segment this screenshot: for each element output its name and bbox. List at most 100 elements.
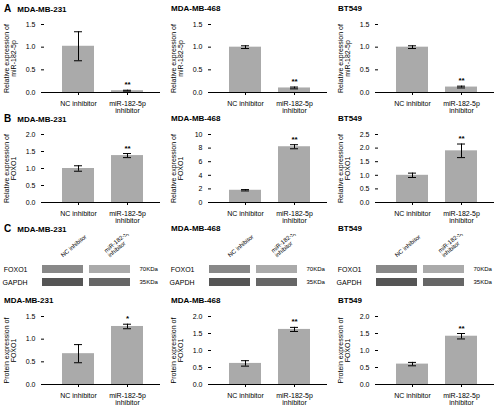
- svg-text:0: 0: [199, 199, 203, 206]
- svg-text:Relative expression ofFOXO1: Relative expression ofFOXO1: [170, 134, 184, 203]
- svg-text:NC inhibitor: NC inhibitor: [227, 100, 264, 107]
- svg-text:miR-182-5pinhibitor: miR-182-5pinhibitor: [270, 234, 302, 258]
- svg-text:1.5: 1.5: [193, 21, 203, 28]
- svg-text:FOXO1: FOXO1: [338, 266, 362, 273]
- svg-text:2.0: 2.0: [360, 313, 370, 320]
- svg-text:**: **: [291, 317, 298, 326]
- svg-text:1.0: 1.0: [26, 165, 36, 172]
- svg-text:1.5: 1.5: [360, 21, 370, 28]
- svg-text:0.0: 0.0: [360, 199, 370, 206]
- svg-text:NC inhibitor: NC inhibitor: [394, 234, 422, 258]
- svg-text:NC inhibitor: NC inhibitor: [227, 210, 264, 217]
- svg-text:Relative expression ofFOXO1: Relative expression ofFOXO1: [3, 134, 17, 203]
- svg-text:0.5: 0.5: [193, 364, 203, 371]
- svg-text:1.5: 1.5: [193, 330, 203, 337]
- svg-text:GAPDH: GAPDH: [337, 279, 362, 286]
- svg-text:2.0: 2.0: [360, 144, 370, 151]
- svg-text:GAPDH: GAPDH: [3, 279, 28, 286]
- html-text:BT549: BT549: [338, 4, 362, 13]
- svg-text:0.5: 0.5: [26, 182, 36, 189]
- svg-text:**: **: [458, 134, 465, 143]
- svg-text:Protein expression ofFOXO1: Protein expression ofFOXO1: [337, 318, 351, 384]
- svg-text:1.0: 1.0: [193, 347, 203, 354]
- svg-text:Relative expression ofmiR-182-: Relative expression ofmiR-182-5p: [3, 24, 18, 93]
- svg-text:4: 4: [199, 172, 203, 179]
- svg-text:NC inhibitor: NC inhibitor: [60, 100, 97, 107]
- svg-text:0.0: 0.0: [193, 381, 203, 388]
- svg-text:35KDa: 35KDa: [307, 279, 326, 285]
- svg-text:FOXO1: FOXO1: [4, 266, 28, 273]
- svg-text:miR-182-5pinhibitor: miR-182-5pinhibitor: [276, 392, 313, 406]
- svg-text:NC inhibitor: NC inhibitor: [227, 234, 255, 258]
- svg-text:1.0: 1.0: [360, 172, 370, 179]
- svg-text:1.0: 1.0: [360, 43, 370, 50]
- html-text:MDA-MB-468: MDA-MB-468: [171, 4, 221, 13]
- svg-text:10: 10: [195, 131, 203, 138]
- svg-text:0.5: 0.5: [193, 66, 203, 73]
- svg-text:1.0: 1.0: [26, 43, 36, 50]
- svg-text:NC inhibitor: NC inhibitor: [60, 392, 97, 399]
- svg-text:Relative expression ofFOXO1: Relative expression ofFOXO1: [337, 134, 351, 203]
- svg-text:0.0: 0.0: [26, 89, 36, 96]
- svg-text:**: **: [291, 135, 298, 144]
- svg-text:miR-182-5pinhibitor: miR-182-5pinhibitor: [443, 100, 480, 114]
- svg-text:1.5: 1.5: [26, 21, 36, 28]
- svg-text:0.0: 0.0: [360, 89, 370, 96]
- svg-text:0.5: 0.5: [360, 66, 370, 73]
- svg-text:FOXO1: FOXO1: [171, 266, 195, 273]
- svg-text:miR-182-5pinhibitor: miR-182-5pinhibitor: [109, 100, 146, 114]
- svg-text:70KDa: 70KDa: [140, 266, 159, 272]
- svg-text:6: 6: [199, 158, 203, 165]
- svg-text:**: **: [291, 77, 298, 86]
- svg-text:NC inhibitor: NC inhibitor: [394, 210, 431, 217]
- svg-text:NC inhibitor: NC inhibitor: [394, 100, 431, 107]
- svg-text:1.5: 1.5: [26, 313, 36, 320]
- svg-text:35KDa: 35KDa: [474, 279, 493, 285]
- svg-text:**: **: [458, 324, 465, 333]
- svg-text:1.5: 1.5: [360, 330, 370, 337]
- svg-text:miR-182-5pinhibitor: miR-182-5pinhibitor: [443, 392, 480, 406]
- svg-text:Relative expression ofmiR-182-: Relative expression ofmiR-182-5p: [337, 24, 352, 93]
- svg-text:0.0: 0.0: [193, 89, 203, 96]
- svg-text:1.0: 1.0: [360, 347, 370, 354]
- svg-text:70KDa: 70KDa: [307, 266, 326, 272]
- svg-text:**: **: [124, 144, 131, 153]
- svg-text:2.0: 2.0: [193, 313, 203, 320]
- svg-text:miR-182-5pinhibitor: miR-182-5pinhibitor: [276, 210, 313, 224]
- svg-text:NC inhibitor: NC inhibitor: [394, 392, 431, 399]
- svg-text:0.0: 0.0: [360, 381, 370, 388]
- svg-text:Protein expression ofFOXO1: Protein expression ofFOXO1: [170, 318, 184, 384]
- svg-text:0.5: 0.5: [26, 358, 36, 365]
- svg-text:GAPDH: GAPDH: [170, 279, 195, 286]
- svg-text:1.5: 1.5: [360, 158, 370, 165]
- svg-text:NC inhibitor: NC inhibitor: [227, 392, 264, 399]
- svg-text:**: **: [458, 76, 465, 85]
- svg-text:0.0: 0.0: [26, 199, 36, 206]
- svg-text:0.0: 0.0: [26, 381, 36, 388]
- svg-text:35KDa: 35KDa: [140, 279, 159, 285]
- svg-text:**: **: [124, 80, 131, 89]
- svg-text:NC inhibitor: NC inhibitor: [60, 234, 88, 258]
- svg-text:1.0: 1.0: [26, 335, 36, 342]
- svg-text:0.5: 0.5: [360, 185, 370, 192]
- svg-text:NC inhibitor: NC inhibitor: [60, 210, 97, 217]
- svg-text:miR-182-5pinhibitor: miR-182-5pinhibitor: [437, 234, 469, 258]
- svg-text:miR-182-5pinhibitor: miR-182-5pinhibitor: [103, 234, 135, 258]
- svg-text:1.5: 1.5: [26, 148, 36, 155]
- svg-text:miR-182-5pinhibitor: miR-182-5pinhibitor: [276, 100, 313, 114]
- svg-text:0.5: 0.5: [26, 66, 36, 73]
- svg-text:70KDa: 70KDa: [474, 266, 493, 272]
- svg-text:2: 2: [199, 185, 203, 192]
- svg-text:Relative expression ofmiR-182-: Relative expression ofmiR-182-5p: [170, 24, 185, 93]
- svg-text:2.0: 2.0: [26, 131, 36, 138]
- html-text:MDA-MB-231: MDA-MB-231: [17, 5, 67, 14]
- svg-text:1.0: 1.0: [193, 43, 203, 50]
- svg-text:*: *: [126, 314, 130, 323]
- svg-text:miR-182-5pinhibitor: miR-182-5pinhibitor: [109, 210, 146, 224]
- svg-text:2.5: 2.5: [360, 131, 370, 138]
- svg-text:0.5: 0.5: [360, 364, 370, 371]
- svg-text:8: 8: [199, 144, 203, 151]
- svg-text:miR-182-5pinhibitor: miR-182-5pinhibitor: [109, 392, 146, 406]
- svg-text:miR-182-5pinhibitor: miR-182-5pinhibitor: [443, 210, 480, 224]
- svg-text:Protein expression ofFOXO1: Protein expression ofFOXO1: [3, 318, 17, 384]
